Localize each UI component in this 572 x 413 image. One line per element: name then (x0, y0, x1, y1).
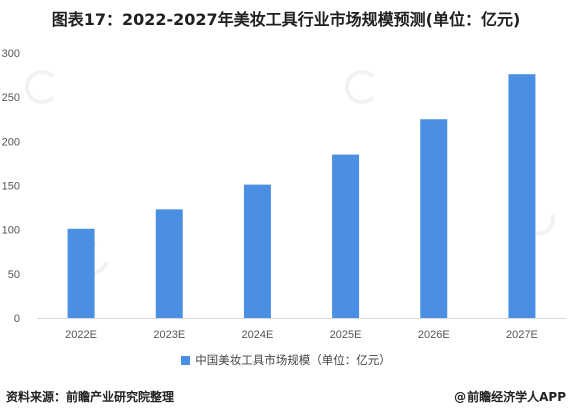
y-tick-label: 150 (2, 181, 20, 193)
bar-2025E (332, 154, 360, 318)
at-icon: @ (454, 390, 467, 404)
y-tick-label: 100 (2, 225, 20, 237)
brand-credit: @前瞻经济学人APP (454, 388, 566, 405)
footer: 资料来源：前瞻产业研究院整理 @前瞻经济学人APP (0, 384, 572, 413)
legend-label: 中国美妆工具市场规模（单位：亿元） (195, 353, 391, 367)
y-tick-label: 0 (14, 313, 20, 325)
x-axis: 2022E 2023E 2024E 2025E 2026E 2027E (65, 329, 538, 341)
bar-2022E (67, 228, 95, 318)
x-tick-label: 2027E (506, 329, 538, 341)
bar-2023E (155, 209, 183, 318)
x-tick-label: 2025E (330, 329, 362, 341)
y-tick-label: 50 (8, 269, 20, 281)
source-note: 资料来源：前瞻产业研究院整理 (6, 390, 175, 404)
bar-2027E (508, 74, 536, 318)
brand-label: 前瞻经济学人APP (467, 390, 566, 404)
x-tick-label: 2026E (418, 329, 450, 341)
x-tick-label: 2023E (153, 329, 185, 341)
chart-title: 图表17：2022-2027年美妆工具行业市场规模预测(单位：亿元) (51, 10, 521, 29)
legend-swatch (181, 356, 191, 365)
y-tick-label: 300 (2, 48, 20, 60)
bar-2026E (420, 119, 448, 318)
bar-2024E (243, 184, 271, 318)
legend: 中国美妆工具市场规模（单位：亿元） (0, 352, 572, 368)
bars-group (67, 74, 536, 318)
y-tick-label: 250 (2, 92, 20, 104)
x-tick-label: 2024E (242, 329, 274, 341)
y-tick-label: 200 (2, 136, 20, 148)
x-tick-label: 2022E (65, 329, 97, 341)
y-axis: 0 50 100 150 200 250 300 (2, 48, 20, 325)
